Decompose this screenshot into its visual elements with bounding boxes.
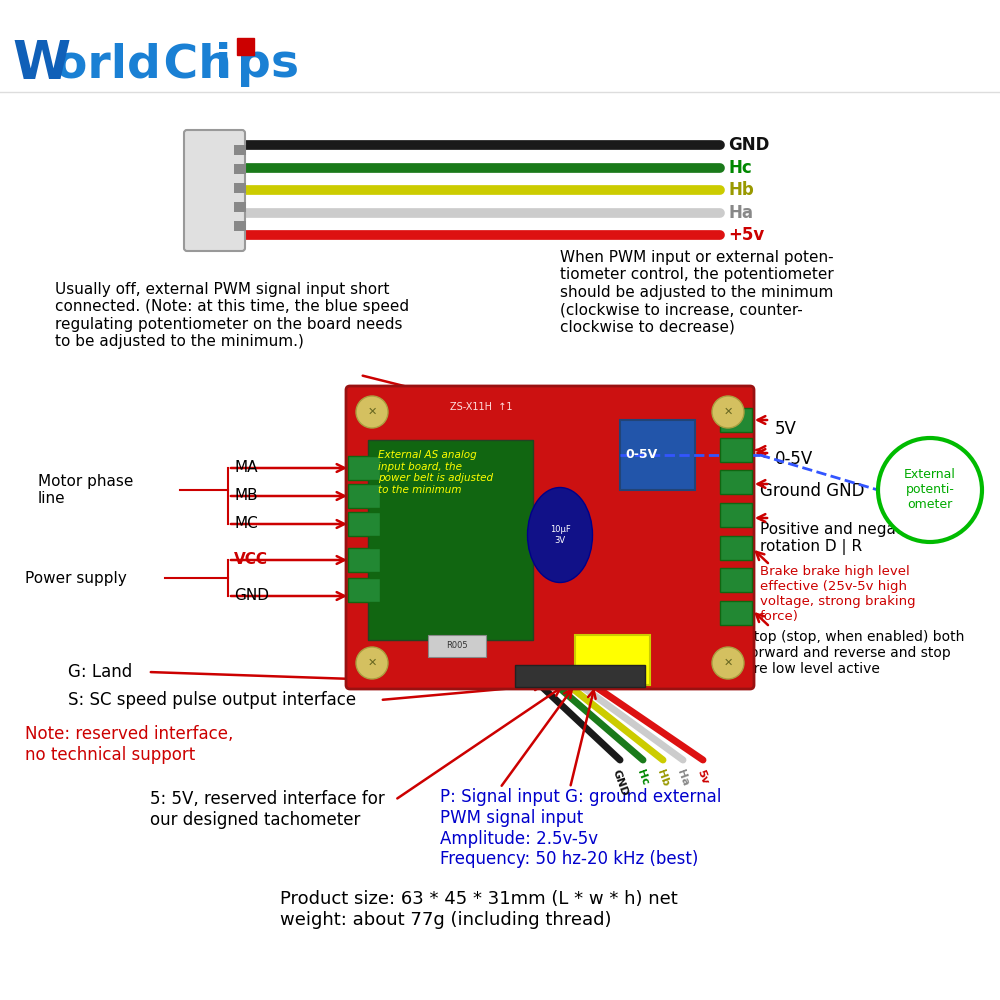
Bar	[348, 456, 380, 480]
Text: GND: GND	[234, 588, 269, 603]
Text: 10μF
3V: 10μF 3V	[550, 525, 570, 545]
Text: 5: 5V, reserved interface for
our designed tachometer: 5: 5V, reserved interface for our design…	[150, 790, 385, 829]
Text: Stop (stop, when enabled) both
forward and reverse and stop
are low level active: Stop (stop, when enabled) both forward a…	[745, 630, 964, 676]
Text: Hb: Hb	[655, 768, 671, 788]
Text: MA: MA	[234, 460, 258, 476]
Text: Usually off, external PWM signal input short
connected. (Note: at this time, the: Usually off, external PWM signal input s…	[55, 282, 409, 349]
Text: Ground GND: Ground GND	[760, 482, 864, 500]
Text: External
potenti-
ometer: External potenti- ometer	[904, 468, 956, 512]
Bar	[720, 408, 752, 432]
Text: Product size: 63 * 45 * 31mm (L * w * h) net
weight: about 77g (including thread: Product size: 63 * 45 * 31mm (L * w * h)…	[280, 890, 678, 929]
Text: G: Land: G: Land	[68, 663, 132, 681]
Bar	[720, 503, 752, 527]
Bar	[234, 202, 246, 212]
Circle shape	[878, 438, 982, 542]
Text: GND: GND	[728, 136, 769, 154]
Text: orld: orld	[55, 42, 161, 87]
Text: MB: MB	[234, 488, 258, 504]
Text: Ha: Ha	[728, 204, 753, 222]
Text: Motor phase
line: Motor phase line	[38, 474, 133, 506]
Text: 5V: 5V	[775, 420, 797, 438]
Text: Brake brake high level
effective (25v-5v high
voltage, strong braking
force): Brake brake high level effective (25v-5v…	[760, 565, 916, 623]
Text: i: i	[215, 42, 231, 87]
Text: MC: MC	[234, 516, 258, 532]
Text: +5v: +5v	[728, 226, 764, 244]
Bar	[348, 512, 380, 536]
FancyBboxPatch shape	[184, 130, 245, 251]
Text: W: W	[12, 38, 70, 90]
Circle shape	[356, 647, 388, 679]
Bar	[368, 440, 533, 640]
Bar	[234, 164, 246, 174]
Text: 0-5V: 0-5V	[775, 450, 813, 468]
Text: When PWM input or external poten-
tiometer control, the potentiometer
should be : When PWM input or external poten- tiomet…	[560, 250, 834, 335]
Text: Hb: Hb	[728, 181, 754, 199]
Text: ✕: ✕	[723, 658, 733, 668]
Text: Ha: Ha	[675, 768, 691, 787]
Bar	[720, 470, 752, 494]
Bar	[720, 601, 752, 625]
Bar	[234, 183, 246, 193]
Text: Hc: Hc	[636, 768, 650, 786]
Ellipse shape	[528, 488, 592, 582]
Text: Hc: Hc	[728, 159, 752, 177]
Text: Power supply: Power supply	[25, 570, 127, 585]
Text: External AS analog
input board, the
power belt is adjusted
to the minimum: External AS analog input board, the powe…	[378, 450, 493, 495]
Text: R005: R005	[446, 642, 468, 650]
Circle shape	[712, 647, 744, 679]
Text: ✕: ✕	[367, 658, 377, 668]
Text: GND: GND	[611, 768, 629, 797]
Bar	[348, 484, 380, 508]
Bar	[720, 438, 752, 462]
Circle shape	[712, 396, 744, 428]
Text: Positive and negative
rotation D | R: Positive and negative rotation D | R	[760, 522, 925, 555]
Text: VCC: VCC	[234, 552, 268, 568]
Bar	[348, 548, 380, 572]
Bar	[720, 536, 752, 560]
Circle shape	[356, 396, 388, 428]
Text: ps: ps	[237, 42, 299, 87]
Text: Ch: Ch	[147, 42, 232, 87]
Bar	[234, 221, 246, 231]
Text: ZS-X11H  ↑1: ZS-X11H ↑1	[450, 402, 512, 412]
Text: ✕: ✕	[367, 407, 377, 417]
Bar	[720, 568, 752, 592]
Text: 0-5V: 0-5V	[625, 448, 657, 462]
FancyBboxPatch shape	[346, 386, 754, 689]
Bar	[515, 665, 645, 687]
Text: P: Signal input G: ground external
PWM signal input
Amplitude: 2.5v-5v
Frequency: P: Signal input G: ground external PWM s…	[440, 788, 721, 868]
Text: S: SC speed pulse output interface: S: SC speed pulse output interface	[68, 691, 356, 709]
Text: Note: reserved interface,
no technical support: Note: reserved interface, no technical s…	[25, 725, 233, 764]
Bar	[348, 578, 380, 602]
Bar	[234, 145, 246, 155]
Bar	[575, 635, 650, 685]
Bar	[428, 635, 486, 657]
Bar	[237, 38, 254, 55]
Text: ✕: ✕	[723, 407, 733, 417]
Bar	[620, 420, 695, 490]
Text: 5v: 5v	[696, 768, 710, 785]
